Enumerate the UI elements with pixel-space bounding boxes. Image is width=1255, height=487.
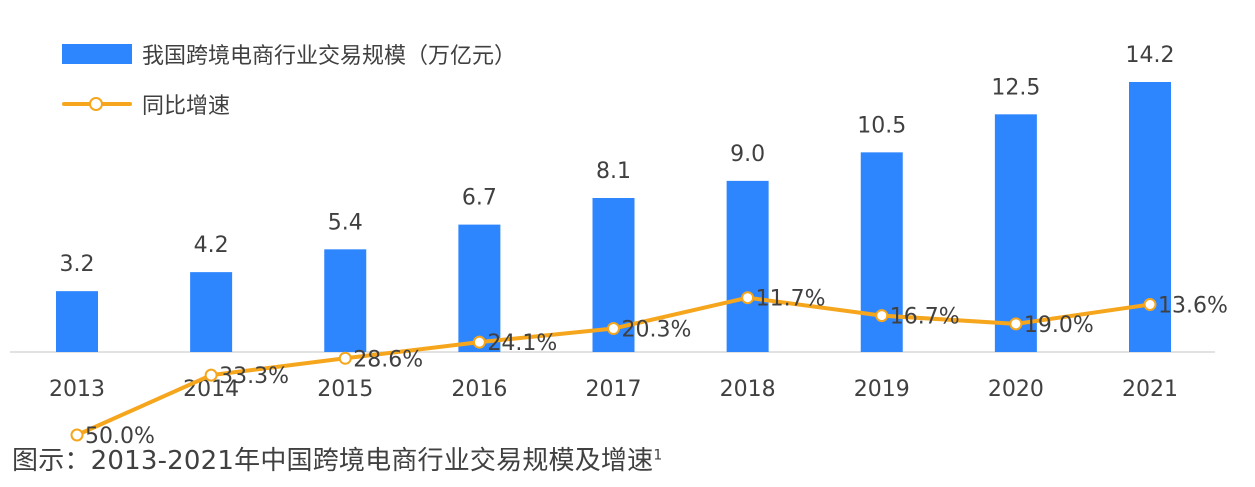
legend-bar-label: 我国跨境电商行业交易规模（万亿元） bbox=[142, 44, 517, 69]
bar-label-2017: 8.1 bbox=[596, 159, 631, 184]
bar-2015 bbox=[324, 249, 367, 352]
bar-label-2016: 6.7 bbox=[462, 186, 497, 211]
bar-label-2020: 12.5 bbox=[991, 75, 1040, 100]
bar-label-2013: 3.2 bbox=[60, 252, 95, 277]
growth-label-2019: 16.7% bbox=[890, 305, 960, 330]
growth-marker-2013 bbox=[70, 428, 84, 442]
bar-2013 bbox=[56, 291, 98, 352]
bar-2018 bbox=[726, 180, 769, 352]
bar-label-2018: 9.0 bbox=[730, 142, 765, 167]
figure-caption: 图示：2013-2021年中国跨境电商行业交易规模及增速1 bbox=[12, 440, 662, 477]
growth-label-2018: 11.7% bbox=[756, 287, 826, 312]
x-tick-2013: 2013 bbox=[49, 377, 105, 402]
growth-label-2021: 13.6% bbox=[1158, 294, 1228, 319]
legend-line: 同比增速 bbox=[62, 88, 230, 120]
x-tick-2018: 2018 bbox=[720, 377, 776, 402]
bar-label-2014: 4.2 bbox=[194, 233, 229, 258]
legend-line-swatch bbox=[62, 94, 132, 114]
bar-label-2015: 5.4 bbox=[328, 210, 363, 235]
bar-label-2021: 14.2 bbox=[1126, 43, 1175, 68]
caption-text: 图示：2013-2021年中国跨境电商行业交易规模及增速 bbox=[12, 446, 654, 476]
caption-footnote: 1 bbox=[653, 447, 663, 464]
growth-marker-2016 bbox=[472, 335, 486, 349]
growth-marker-2018 bbox=[741, 291, 755, 305]
growth-marker-2020 bbox=[1009, 317, 1023, 331]
x-tick-2017: 2017 bbox=[586, 377, 642, 402]
x-tick-2016: 2016 bbox=[451, 377, 507, 402]
legend-bar-swatch bbox=[62, 44, 132, 64]
legend-line-label: 同比增速 bbox=[142, 94, 231, 119]
growth-label-2020: 19.0% bbox=[1024, 313, 1094, 338]
growth-marker-2019 bbox=[875, 309, 889, 323]
growth-marker-2015 bbox=[338, 351, 352, 365]
bar-label-2019: 10.5 bbox=[857, 113, 906, 138]
x-tick-2015: 2015 bbox=[317, 377, 373, 402]
growth-marker-2021 bbox=[1143, 298, 1157, 311]
x-tick-2020: 2020 bbox=[988, 377, 1044, 402]
growth-label-2017: 20.3% bbox=[622, 318, 692, 343]
growth-label-2015: 28.6% bbox=[353, 347, 423, 372]
legend-bar: 我国跨境电商行业交易规模（万亿元） bbox=[62, 38, 516, 70]
growth-label-2014: 33.3% bbox=[219, 364, 289, 389]
growth-marker-2014 bbox=[204, 368, 218, 382]
x-tick-2019: 2019 bbox=[854, 377, 910, 402]
bar-2016 bbox=[458, 224, 501, 352]
growth-label-2013: 50.0% bbox=[85, 424, 155, 449]
growth-label-2016: 24.1% bbox=[487, 331, 557, 356]
x-tick-2021: 2021 bbox=[1122, 377, 1178, 402]
bar-2014 bbox=[190, 272, 233, 352]
bar-2020 bbox=[994, 114, 1037, 352]
growth-marker-2017 bbox=[607, 322, 620, 336]
